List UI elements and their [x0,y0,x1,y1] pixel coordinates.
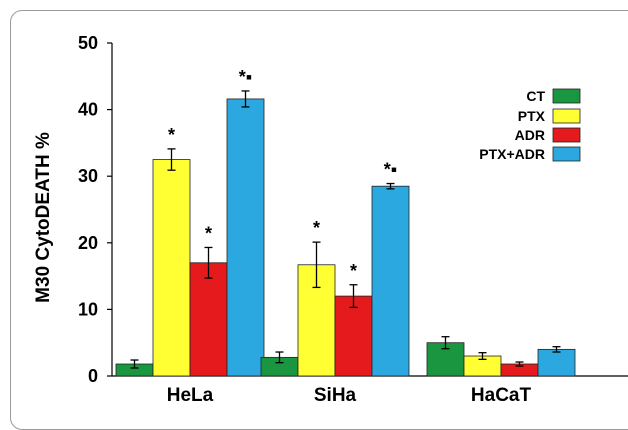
bar-adr-hela [189,262,228,377]
bars: * * *▪ HeLa * * *▪ SiHa HaCaT [115,67,576,403]
legend: CT PTX ADR PTX+ADR [479,88,581,162]
legend-swatch-ct [552,88,581,104]
x-category-label: HeLa [167,385,214,403]
legend-swatch-ptx-adr [552,146,581,162]
bar-chart: M30 CytoDEATH % 0 10 20 30 40 50 * * *▪ HeLa * * *▪… [33,33,628,403]
significance-mark: * [350,261,357,281]
y-axis-title-group: M30 CytoDEATH % [33,132,54,303]
legend-label-ptx-adr: PTX+ADR [479,146,545,162]
x-category-label: SiHa [314,385,357,403]
legend-swatch-adr [552,127,581,143]
y-axis-title: M30 CytoDEATH % [33,132,54,303]
significance-mark: * [205,223,212,243]
bar-ptx-adr-hela [226,98,265,377]
significance-mark: * [168,125,175,145]
y-tick-label: 0 [88,366,98,386]
bar-ptx-adr-siha [371,185,410,377]
x-category-label: HaCaT [471,385,532,403]
significance-mark: *▪ [384,160,397,180]
significance-mark: *▪ [239,67,252,87]
y-tick-label: 50 [78,33,98,53]
legend-label-ct: CT [526,88,545,104]
y-tick-label: 40 [78,100,98,120]
bar-ptx-adr-hacat [537,348,576,377]
legend-swatch-ptx [552,108,581,124]
legend-label-ptx: PTX [518,108,546,124]
y-tick-label: 20 [78,233,98,253]
bar-ptx-hela [152,159,191,377]
y-tick-label: 30 [78,166,98,186]
significance-mark: * [313,218,320,238]
y-tick-label: 10 [78,299,98,319]
bar-adr-siha [334,295,373,377]
legend-label-adr: ADR [515,127,545,143]
